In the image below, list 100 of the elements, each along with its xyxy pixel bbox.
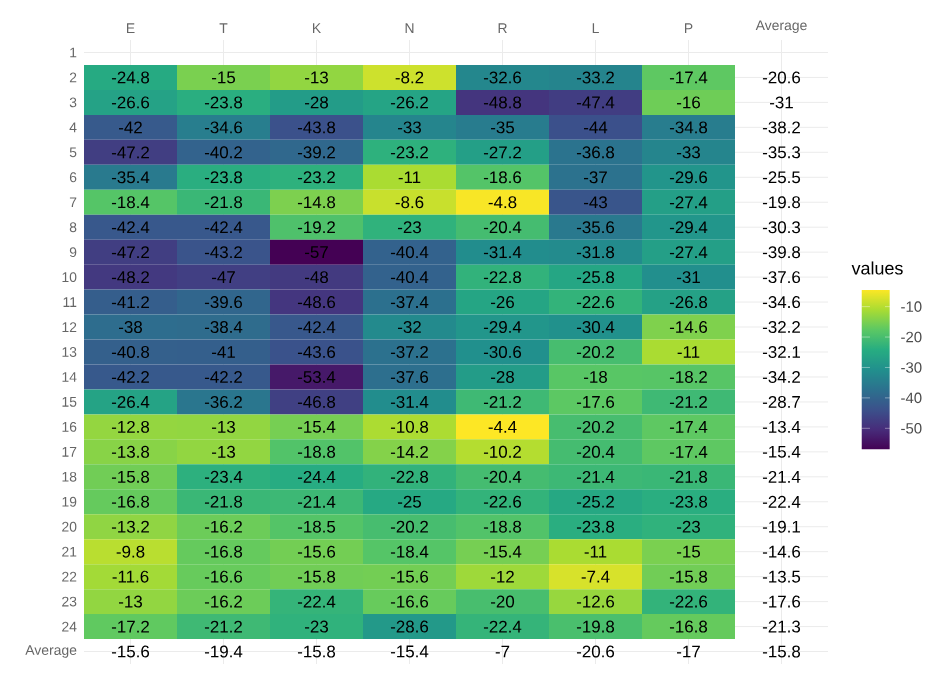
text: -20.6 xyxy=(762,71,801,84)
data-label: -48.2 xyxy=(111,271,149,284)
data-label: -11 xyxy=(398,171,421,184)
data-label: -38.4 xyxy=(204,321,243,334)
text: -7 xyxy=(495,645,510,658)
data-label: -47.2 xyxy=(111,246,149,259)
data-label: -26.6 xyxy=(111,96,150,109)
data-label: -25.8 xyxy=(576,271,615,284)
data-label: -24.8 xyxy=(111,71,150,84)
text: -15.6 xyxy=(111,645,150,658)
data-label: -17.2 xyxy=(111,620,149,633)
data-label: -19.2 xyxy=(297,221,335,234)
data-label: -12.6 xyxy=(576,595,615,608)
data-label: -10.2 xyxy=(483,445,521,458)
data-label: -18.4 xyxy=(390,545,429,558)
text: -13.4 xyxy=(762,420,801,433)
data-label: -23.8 xyxy=(204,171,243,184)
text: -31 xyxy=(770,96,793,109)
data-label: -31.4 xyxy=(390,395,429,408)
data-label: -26.2 xyxy=(390,96,428,109)
data-label: -11.6 xyxy=(112,570,149,583)
data-label: -8.6 xyxy=(395,196,424,209)
data-label: -13.2 xyxy=(111,520,149,533)
data-label: -34.8 xyxy=(669,121,708,134)
data-label: -20.2 xyxy=(576,346,614,358)
data-label: -26 xyxy=(491,296,514,309)
data-label: -17.4 xyxy=(669,421,708,433)
data-label: -37.6 xyxy=(390,370,429,383)
data-label: -15.8 xyxy=(111,470,150,483)
data-label: -46.8 xyxy=(297,395,336,408)
data-label: -15.6 xyxy=(297,545,336,558)
data-label: -4.4 xyxy=(488,421,517,433)
data-label: -21.2 xyxy=(483,396,521,408)
text: -30.3 xyxy=(762,221,801,234)
data-label: -27.4 xyxy=(669,196,708,209)
data-label: -8.2 xyxy=(395,71,424,84)
text: -13.5 xyxy=(762,570,801,583)
text: -14.6 xyxy=(762,545,801,558)
data-label: -47.2 xyxy=(111,146,149,159)
text: -37.6 xyxy=(762,271,801,284)
data-label: -16.2 xyxy=(204,595,242,608)
data-label: -15.4 xyxy=(297,420,336,433)
data-label: -13.8 xyxy=(111,445,150,458)
data-label: -47 xyxy=(212,271,235,283)
data-label: -36.8 xyxy=(576,146,615,159)
text: -21.4 xyxy=(762,470,801,483)
data-label: -42 xyxy=(119,121,142,134)
data-label: -15.6 xyxy=(390,570,429,583)
data-label: -25 xyxy=(398,495,422,508)
data-label: -22.6 xyxy=(669,595,708,608)
text: -38.2 xyxy=(762,121,800,134)
data-label: -43 xyxy=(584,196,607,209)
data-label: -17.4 xyxy=(669,446,708,458)
data-label: -21.4 xyxy=(576,470,615,483)
data-label: -35.6 xyxy=(576,221,615,234)
data-label: -16.2 xyxy=(204,520,242,533)
data-label: -29.6 xyxy=(669,171,708,184)
data-label: -40.8 xyxy=(111,346,150,358)
data-label: -18.8 xyxy=(483,520,522,533)
data-label: -30.6 xyxy=(483,346,522,358)
data-label: -30.4 xyxy=(576,321,615,334)
data-label: -32 xyxy=(398,321,421,334)
data-label: -38 xyxy=(119,321,142,334)
data-label: -11 xyxy=(677,346,700,358)
data-label: -13 xyxy=(119,595,142,608)
data-label: -31.8 xyxy=(576,246,615,259)
data-label: -43.6 xyxy=(297,346,336,358)
data-label: -9.8 xyxy=(116,545,145,558)
data-label: -27.4 xyxy=(669,246,708,259)
data-label: -22.8 xyxy=(390,470,429,483)
text: -32.1 xyxy=(762,346,800,358)
data-label: -21.8 xyxy=(204,495,243,508)
data-label: -42.4 xyxy=(204,221,243,234)
data-label: -12 xyxy=(491,570,514,583)
text: -15.8 xyxy=(762,645,801,658)
data-label: -37.4 xyxy=(390,296,429,309)
data-label: -28 xyxy=(491,370,514,383)
data-label: -21.8 xyxy=(204,196,243,209)
data-label: -23.8 xyxy=(204,96,243,109)
data-label: -57 xyxy=(305,246,328,259)
text: -39.8 xyxy=(762,246,801,259)
data-label: -18.4 xyxy=(111,196,150,209)
data-label: -34.6 xyxy=(204,121,243,134)
data-label: -43.8 xyxy=(297,121,336,134)
data-label: -28 xyxy=(305,96,328,109)
data-label: -21.4 xyxy=(297,495,336,508)
text: -25.5 xyxy=(762,171,801,184)
data-label: -36.2 xyxy=(204,395,242,408)
data-label: -42.4 xyxy=(297,321,336,333)
data-label: -10.8 xyxy=(390,420,429,433)
data-label: -17.6 xyxy=(576,395,615,408)
data-label: -15.4 xyxy=(483,545,522,558)
data-label: -11 xyxy=(584,545,607,558)
data-label: -31.4 xyxy=(483,246,522,259)
data-label: -25.2 xyxy=(576,495,614,508)
data-label: -40.4 xyxy=(390,271,429,284)
data-label: -48.8 xyxy=(483,96,522,109)
data-label: -22.8 xyxy=(483,271,522,284)
data-label: -23.4 xyxy=(204,470,243,483)
data-label: -27.2 xyxy=(483,146,521,159)
